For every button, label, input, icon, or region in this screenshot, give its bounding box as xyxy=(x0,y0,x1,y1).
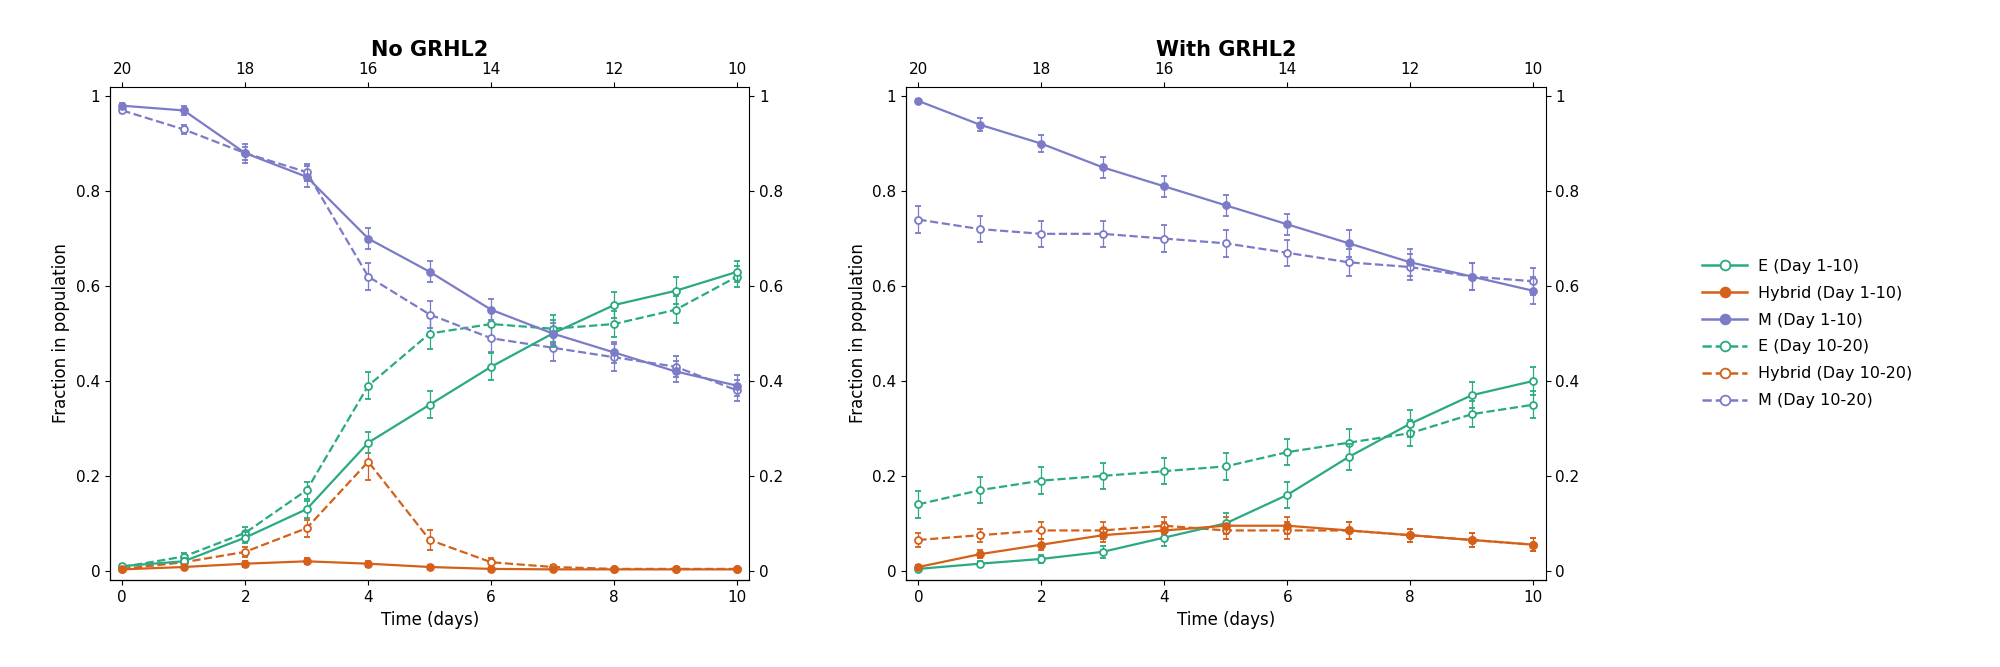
Y-axis label: Fraction in population: Fraction in population xyxy=(848,243,866,424)
X-axis label: Time (days): Time (days) xyxy=(1176,610,1274,628)
Y-axis label: Fraction in population: Fraction in population xyxy=(52,243,70,424)
Legend: E (Day 1-10), Hybrid (Day 1-10), M (Day 1-10), E (Day 10-20), Hybrid (Day 10-20): E (Day 1-10), Hybrid (Day 1-10), M (Day … xyxy=(1696,252,1918,415)
Title: With GRHL2: With GRHL2 xyxy=(1156,40,1296,60)
X-axis label: Time (days): Time (days) xyxy=(380,610,478,628)
Title: No GRHL2: No GRHL2 xyxy=(372,40,488,60)
